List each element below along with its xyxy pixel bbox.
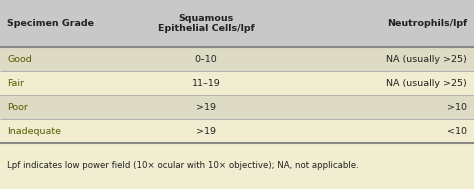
Text: Fair: Fair (7, 78, 24, 88)
Text: Squamous
Epithelial Cells/lpf: Squamous Epithelial Cells/lpf (158, 14, 255, 33)
Text: <10: <10 (447, 126, 467, 136)
Bar (0, 47, 474, 71)
Text: >19: >19 (196, 126, 216, 136)
Bar (0, 95, 474, 119)
Text: Lpf indicates low power field (10× ocular with 10× objective); NA, not applicabl: Lpf indicates low power field (10× ocula… (7, 161, 359, 170)
Text: >10: >10 (447, 102, 467, 112)
Text: 11–19: 11–19 (192, 78, 220, 88)
Text: NA (usually >25): NA (usually >25) (386, 54, 467, 64)
Text: Poor: Poor (7, 102, 28, 112)
Text: >19: >19 (196, 102, 216, 112)
Bar (0, 71, 474, 95)
Text: 0–10: 0–10 (195, 54, 218, 64)
Text: Inadequate: Inadequate (7, 126, 61, 136)
Bar (0, 143, 474, 189)
Bar (0, 0, 474, 47)
Text: Neutrophils/lpf: Neutrophils/lpf (387, 19, 467, 28)
Text: NA (usually >25): NA (usually >25) (386, 78, 467, 88)
Bar (0, 119, 474, 143)
Text: Good: Good (7, 54, 32, 64)
Text: Specimen Grade: Specimen Grade (7, 19, 94, 28)
